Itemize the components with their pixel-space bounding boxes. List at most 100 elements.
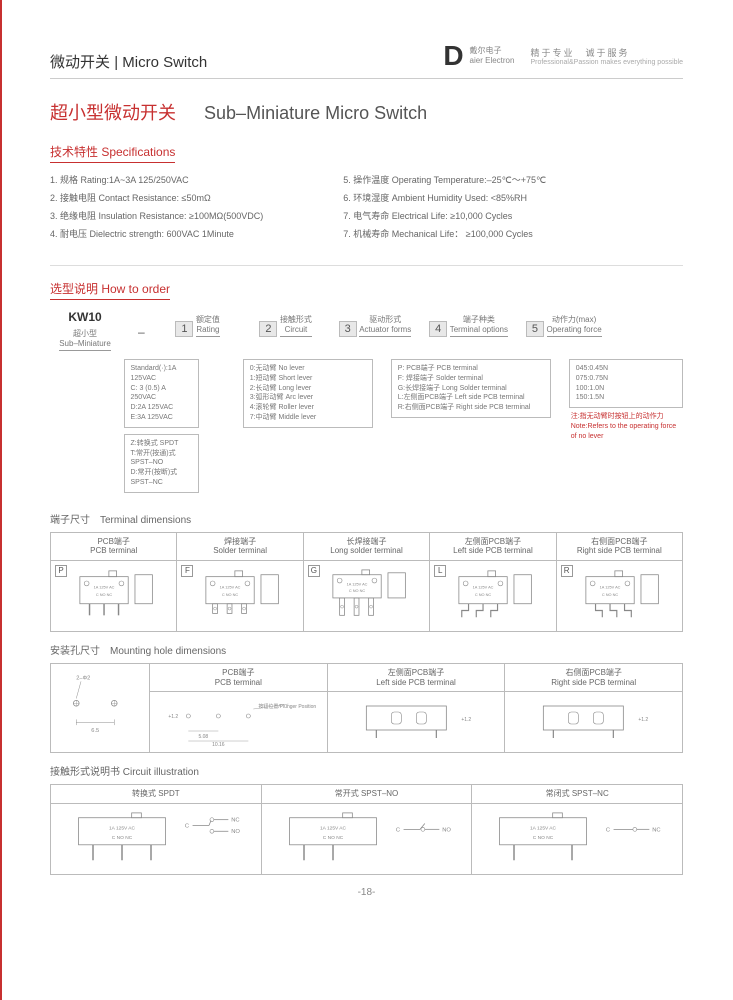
order-col-label: 端子种类 Terminal options xyxy=(450,312,508,337)
terminal-cell-p: PCB端子PCB terminal P 1A 125V ACC NO NC xyxy=(51,533,177,631)
category-cn: 微动开关 xyxy=(50,54,110,71)
svg-text:C NO NC: C NO NC xyxy=(475,593,492,597)
mounting-cell-left: 左侧面PCB端子Left side PCB terminal +1.2 xyxy=(328,664,506,752)
switch-diagram-icon: 1A 125V ACC NO NC xyxy=(57,567,170,625)
svg-text:1A 125V AC: 1A 125V AC xyxy=(109,825,136,831)
spst-no-circuit-icon: 1A 125V AC C NO NC C NO xyxy=(268,810,466,868)
order-box-actuator: 0:无动臂 No lever 1:短动臂 Short lever 2:长动臂 L… xyxy=(243,359,373,428)
mounting-cell-right: 右侧面PCB端子Right side PCB terminal +1.2 xyxy=(505,664,682,752)
order-col-5: 5 动作力(max) Operating force xyxy=(526,310,602,337)
svg-text:C NO NC: C NO NC xyxy=(602,593,619,597)
specs-block: 1. 规格 Rating:1A~3A 125/250VAC 2. 接触电阻 Co… xyxy=(50,173,683,245)
specs-heading: 技术特性 Specifications xyxy=(50,143,175,163)
order-box-circuit: Z:转换式 SPDT T:常开(按通)式 SPST–NO D:常开(按断)式 S… xyxy=(124,434,199,493)
title-en: Sub–Miniature Micro Switch xyxy=(204,103,427,123)
brand-logo-d: D xyxy=(443,40,463,72)
svg-text:1A 125V AC: 1A 125V AC xyxy=(530,825,557,831)
order-col-label: 驱动形式 Actuator forms xyxy=(359,312,411,337)
pcb-hole-diagram-icon: 按钮位置/Plunger Position 5.08 10.16 +1.2 xyxy=(154,696,323,746)
mounting-heading: 安装孔尺寸 Mounting hole dimensions xyxy=(50,642,683,657)
svg-text:C NO NC: C NO NC xyxy=(96,593,113,597)
terminal-cell-l: 左侧面PCB端子Left side PCB terminal L 1A 125V… xyxy=(430,533,556,631)
order-col-3: 3 驱动形式 Actuator forms xyxy=(339,310,412,337)
circuit-diagram: 1A 125V ACC NO NC C NC xyxy=(472,804,682,874)
svg-text:C NO NC: C NO NC xyxy=(322,835,343,841)
order-box-force-note: 注:指无动臂时按钮上的动作力 Note:Refers to the operat… xyxy=(569,412,683,441)
terminal-tag: P xyxy=(55,565,67,577)
terminal-diagram: R 1A 125V AC C NO NC xyxy=(557,561,682,631)
order-prefix-label: 超小型 Sub–Miniature xyxy=(59,326,111,351)
section-divider xyxy=(50,265,683,266)
tagline-block: 精于专业 诚于服务 Professional&Passion makes eve… xyxy=(530,46,683,66)
switch-diagram-icon: 1A 125V AC C NO NC xyxy=(563,567,676,625)
terminal-tag: G xyxy=(308,565,320,577)
terminal-tag: R xyxy=(561,565,573,577)
tagline-cn: 精于专业 诚于服务 xyxy=(530,46,683,59)
category-title: 微动开关 | Micro Switch xyxy=(50,51,207,72)
order-num-box: 5 xyxy=(526,321,544,337)
svg-text:NC: NC xyxy=(653,827,661,833)
order-code-row: KW10 超小型 Sub–Miniature – 1 额定值 Rating 2 … xyxy=(50,310,683,351)
terminal-diagram: G 1A 125V ACC NO NC xyxy=(304,561,429,631)
svg-text:1A 125V AC: 1A 125V AC xyxy=(346,582,367,586)
brand-text: 戴尔电子 aier Electron xyxy=(470,46,515,65)
order-prefix: KW10 xyxy=(50,310,120,324)
left-edge-accent xyxy=(0,0,2,1000)
svg-text:1A 125V AC: 1A 125V AC xyxy=(220,585,241,589)
spst-nc-circuit-icon: 1A 125V ACC NO NC C NC xyxy=(478,810,676,868)
circuit-cell-spst-nc: 常闭式 SPST–NC 1A 125V ACC NO NC C NC xyxy=(472,785,682,874)
spec-item: 4. 耐电压 Dielectric strength: 600VAC 1Minu… xyxy=(50,227,263,240)
terminal-heading: 端子尺寸 Terminal dimensions xyxy=(50,511,683,526)
spec-item: 5. 操作温度 Operating Temperature:–25℃～+75℃ xyxy=(343,173,546,186)
order-dash: – xyxy=(138,323,145,339)
terminal-tag: L xyxy=(434,565,446,577)
svg-text:6.5: 6.5 xyxy=(91,728,99,734)
svg-text:1A 125V AC: 1A 125V AC xyxy=(599,585,620,589)
spec-item: 6. 环境湿度 Ambient Humidity Used: <85%RH xyxy=(343,191,546,204)
terminal-head: 焊接端子Solder terminal xyxy=(177,533,302,561)
order-num-box: 1 xyxy=(175,321,193,337)
svg-text:5.08: 5.08 xyxy=(198,734,208,740)
order-box-terminal: P: PCB端子 PCB terminal F: 焊接端子 Solder ter… xyxy=(391,359,551,418)
page-title: 超小型微动开关 Sub–Miniature Micro Switch xyxy=(50,99,683,125)
terminal-head: 左侧面PCB端子Left side PCB terminal xyxy=(430,533,555,561)
tagline-en: Professional&Passion makes everything po… xyxy=(530,59,683,66)
terminal-cell-r: 右侧面PCB端子Right side PCB terminal R 1A 125… xyxy=(557,533,682,631)
svg-text:C NO NC: C NO NC xyxy=(222,593,239,597)
svg-text:1A 125V AC: 1A 125V AC xyxy=(320,825,347,831)
svg-text:C: C xyxy=(185,823,189,829)
order-num-box: 2 xyxy=(259,321,277,337)
mounting-diagram: +1.2 xyxy=(505,692,682,750)
switch-diagram-icon: 1A 125V ACC NO NC xyxy=(310,567,423,625)
spec-item: 1. 规格 Rating:1A~3A 125/250VAC xyxy=(50,173,263,186)
terminal-head: 长焊接端子Long solder terminal xyxy=(304,533,429,561)
svg-text:C NO NC: C NO NC xyxy=(112,835,133,841)
svg-text:C: C xyxy=(396,827,400,833)
circuit-diagram: 1A 125V ACC NO NC C NC NO xyxy=(51,804,261,874)
svg-text:1A 125V AC: 1A 125V AC xyxy=(473,585,494,589)
mounting-cell-pcb: PCB端子PCB terminal 按钮位置/Plunger Position … xyxy=(150,664,328,752)
side-pcb-diagram-icon: +1.2 xyxy=(509,696,678,746)
svg-text:2–Φ2: 2–Φ2 xyxy=(76,675,90,681)
svg-text:NO: NO xyxy=(442,827,451,833)
circuit-head: 常开式 SPST–NO xyxy=(262,785,472,804)
mounting-head: PCB端子PCB terminal xyxy=(150,664,327,692)
mounting-right-cells: PCB端子PCB terminal 按钮位置/Plunger Position … xyxy=(150,663,683,753)
circuit-table: 转换式 SPDT 1A 125V ACC NO NC C NC NO 常开式 S… xyxy=(50,784,683,875)
specs-left-col: 1. 规格 Rating:1A~3A 125/250VAC 2. 接触电阻 Co… xyxy=(50,173,263,245)
page-header: 微动开关 | Micro Switch D 戴尔电子 aier Electron… xyxy=(50,40,683,79)
circuit-head: 常闭式 SPST–NC xyxy=(472,785,682,804)
svg-text:C NO NC: C NO NC xyxy=(533,835,554,841)
svg-text:+1.2: +1.2 xyxy=(639,717,649,723)
mounting-table: 2–Φ2 6.5 PCB端子PCB terminal 按钮位置/Plunger … xyxy=(50,663,683,753)
terminal-head: PCB端子PCB terminal xyxy=(51,533,176,561)
brand-block: D 戴尔电子 aier Electron 精于专业 诚于服务 Professio… xyxy=(443,40,683,72)
category-en: Micro Switch xyxy=(122,54,207,71)
mounting-hole-diagram: 2–Φ2 6.5 xyxy=(50,663,150,753)
specs-right-col: 5. 操作温度 Operating Temperature:–25℃～+75℃ … xyxy=(343,173,546,245)
order-heading: 选型说明 How to order xyxy=(50,280,170,300)
order-col-1: 1 额定值 Rating xyxy=(163,310,233,337)
mounting-diagram: +1.2 xyxy=(328,692,505,750)
terminal-cell-g: 长焊接端子Long solder terminal G 1A 125V ACC … xyxy=(304,533,430,631)
mounting-diagram: 按钮位置/Plunger Position 5.08 10.16 +1.2 xyxy=(150,692,327,750)
